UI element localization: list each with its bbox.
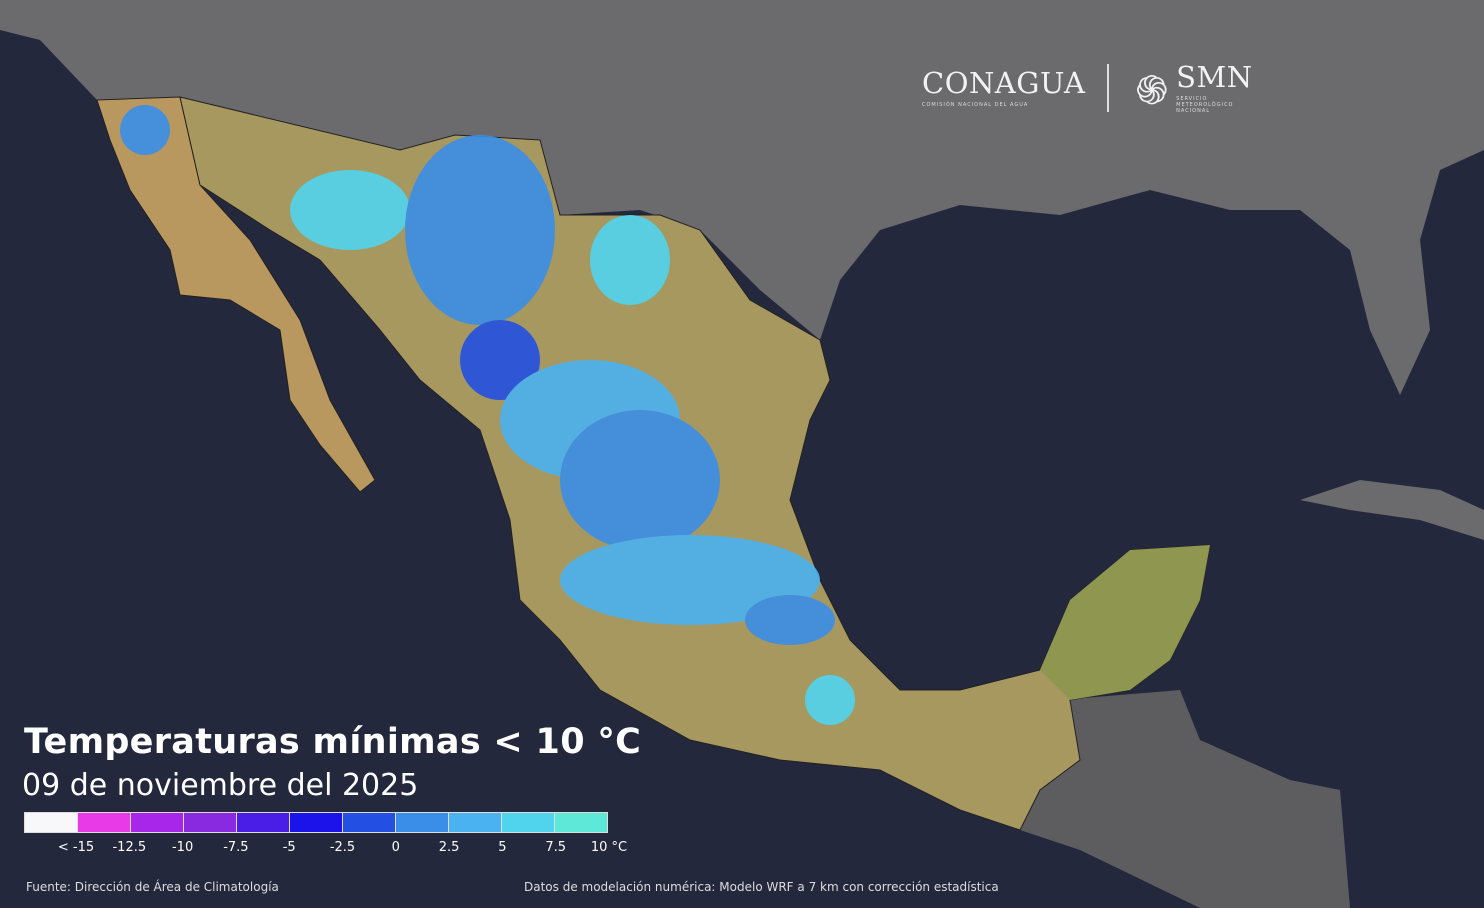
legend-tick-label: 10 °C [590, 840, 628, 855]
legend-tick-label: -2.5 [329, 840, 356, 855]
legend-tick-label: -7.5 [223, 840, 249, 855]
legend-tick-label: -10 [171, 840, 194, 855]
legend-tick-label: 2.5 [438, 840, 460, 855]
smn-name: SMN [1176, 59, 1253, 94]
yucatan-peninsula [1040, 545, 1210, 700]
legend-tick-label: 7.5 [545, 840, 567, 855]
cuba [1300, 480, 1484, 540]
legend-swatch [502, 813, 555, 832]
legend-swatch [449, 813, 502, 832]
legend-swatch [290, 813, 343, 832]
map-date: 09 de noviembre del 2025 [22, 768, 419, 803]
logo-divider [1107, 64, 1110, 112]
source-note: Fuente: Dirección de Área de Climatologí… [26, 880, 279, 894]
color-legend [24, 812, 608, 833]
legend-tick-label: 5 [498, 840, 507, 855]
baja-california [96, 96, 376, 493]
legend-tick-label: -5 [282, 840, 296, 855]
legend-swatch [237, 813, 290, 832]
legend-tick-label: -12.5 [112, 840, 147, 855]
smn-spiral-icon: ֍ [1135, 67, 1169, 114]
central-america [1020, 690, 1350, 908]
legend-tick-label: < -15 [57, 840, 95, 855]
smn-subtitle: SERVICIO METEOROLÓGICO NACIONAL [1176, 95, 1234, 114]
legend-tick-label: 0 [391, 840, 400, 855]
conagua-subtitle: COMISIÓN NACIONAL DEL AGUA [922, 101, 1029, 108]
legend-swatch [25, 813, 78, 832]
conagua-logo: CONAGUA COMISIÓN NACIONAL DEL AGUA [922, 65, 1086, 108]
conagua-name: CONAGUA [922, 65, 1086, 100]
legend-ticks: < -15 -12.5 -10 -7.5 -5 -2.5 0 2.5 5 7.5 10 °C [24, 840, 664, 858]
model-note: Datos de modelación numérica: Modelo WRF… [524, 880, 999, 894]
legend-swatch [343, 813, 396, 832]
legend-swatch [555, 813, 607, 832]
map-title: Temperaturas mínimas < 10 °C [24, 722, 642, 762]
usa-landmass [0, 0, 1484, 395]
cold-regions [120, 105, 855, 725]
smn-logo: ֍ SMN SERVICIO METEOROLÓGICO NACIONAL [1135, 61, 1252, 116]
legend-swatch [78, 813, 131, 832]
logo-bar: CONAGUA COMISIÓN NACIONAL DEL AGUA ֍ SMN… [922, 56, 1253, 120]
legend-swatch [396, 813, 449, 832]
legend-swatch [184, 813, 237, 832]
legend-swatch [131, 813, 184, 832]
